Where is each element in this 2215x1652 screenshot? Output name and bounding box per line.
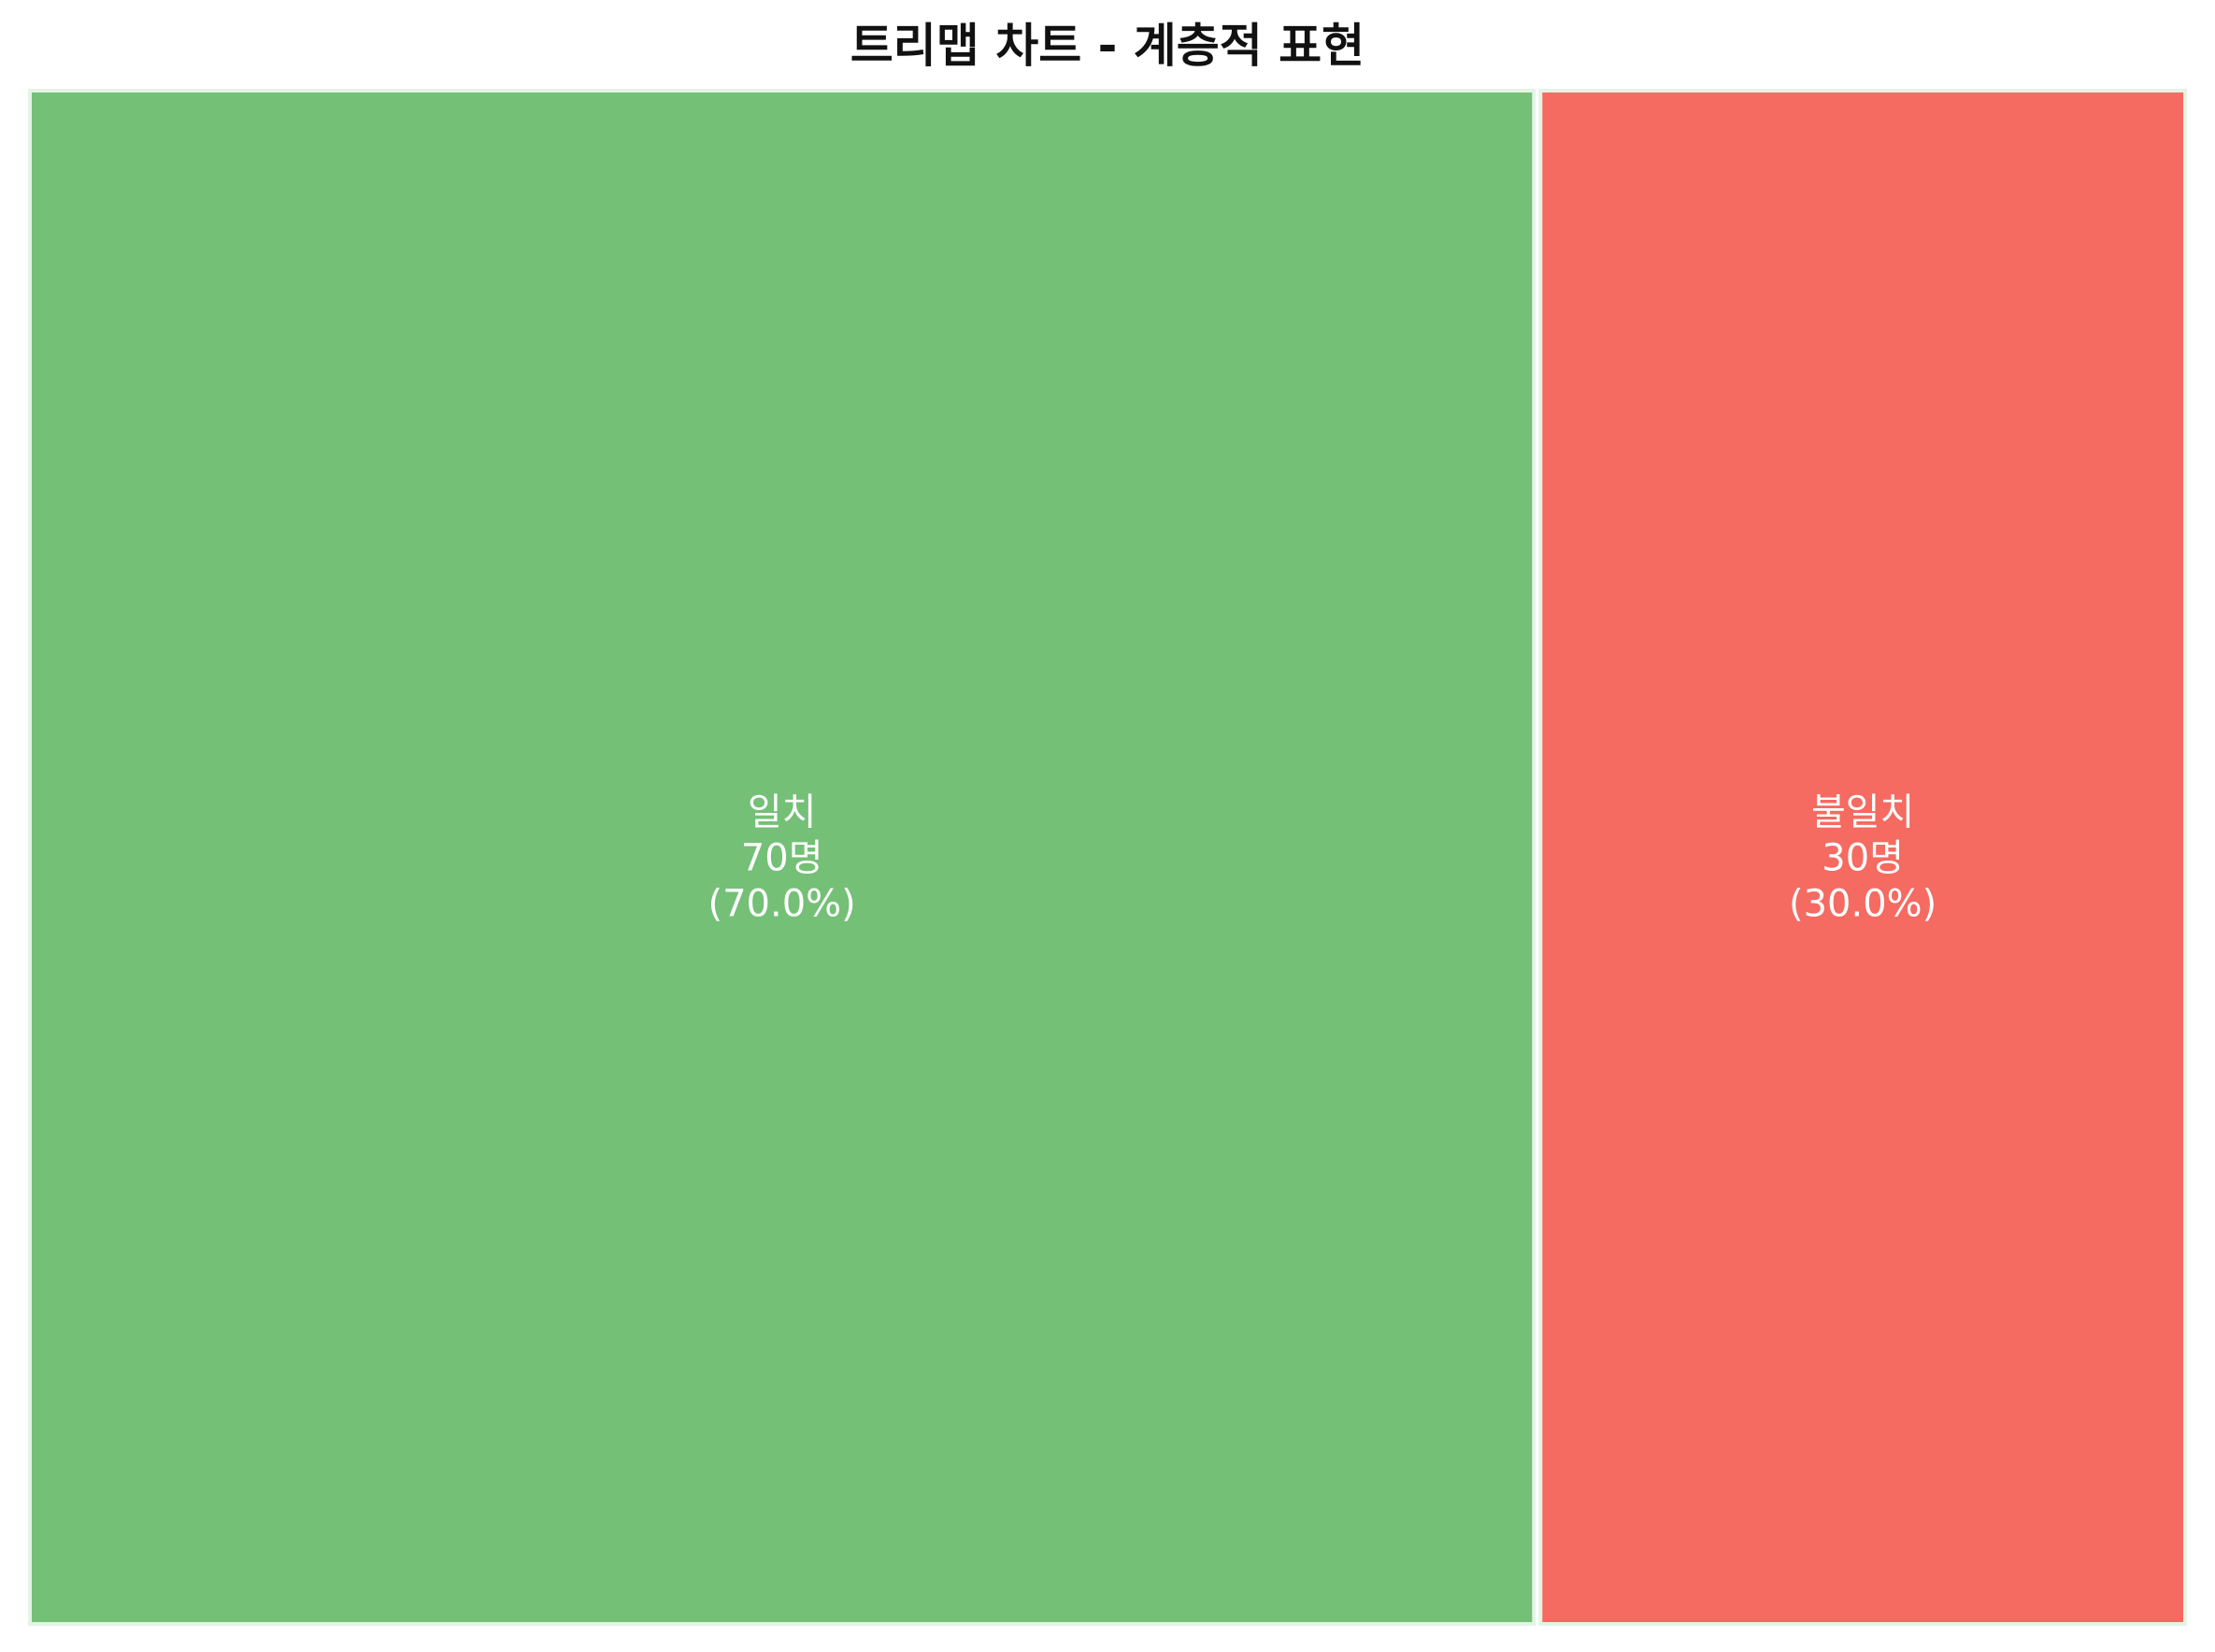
tile-count-label: 70명: [741, 837, 823, 880]
tile-name-label: 불일치: [1811, 791, 1914, 834]
tile-name-label: 일치: [748, 791, 817, 834]
tile-count-label: 30명: [1822, 837, 1904, 880]
tile-percent-label: (70.0%): [708, 883, 856, 926]
treemap-rect-1: [1538, 89, 2188, 1626]
treemap-rect-0: [28, 89, 1536, 1626]
chart-title: 트리맵 차트 - 계층적 표현: [850, 19, 1365, 73]
tile-percent-label: (30.0%): [1789, 883, 1936, 926]
